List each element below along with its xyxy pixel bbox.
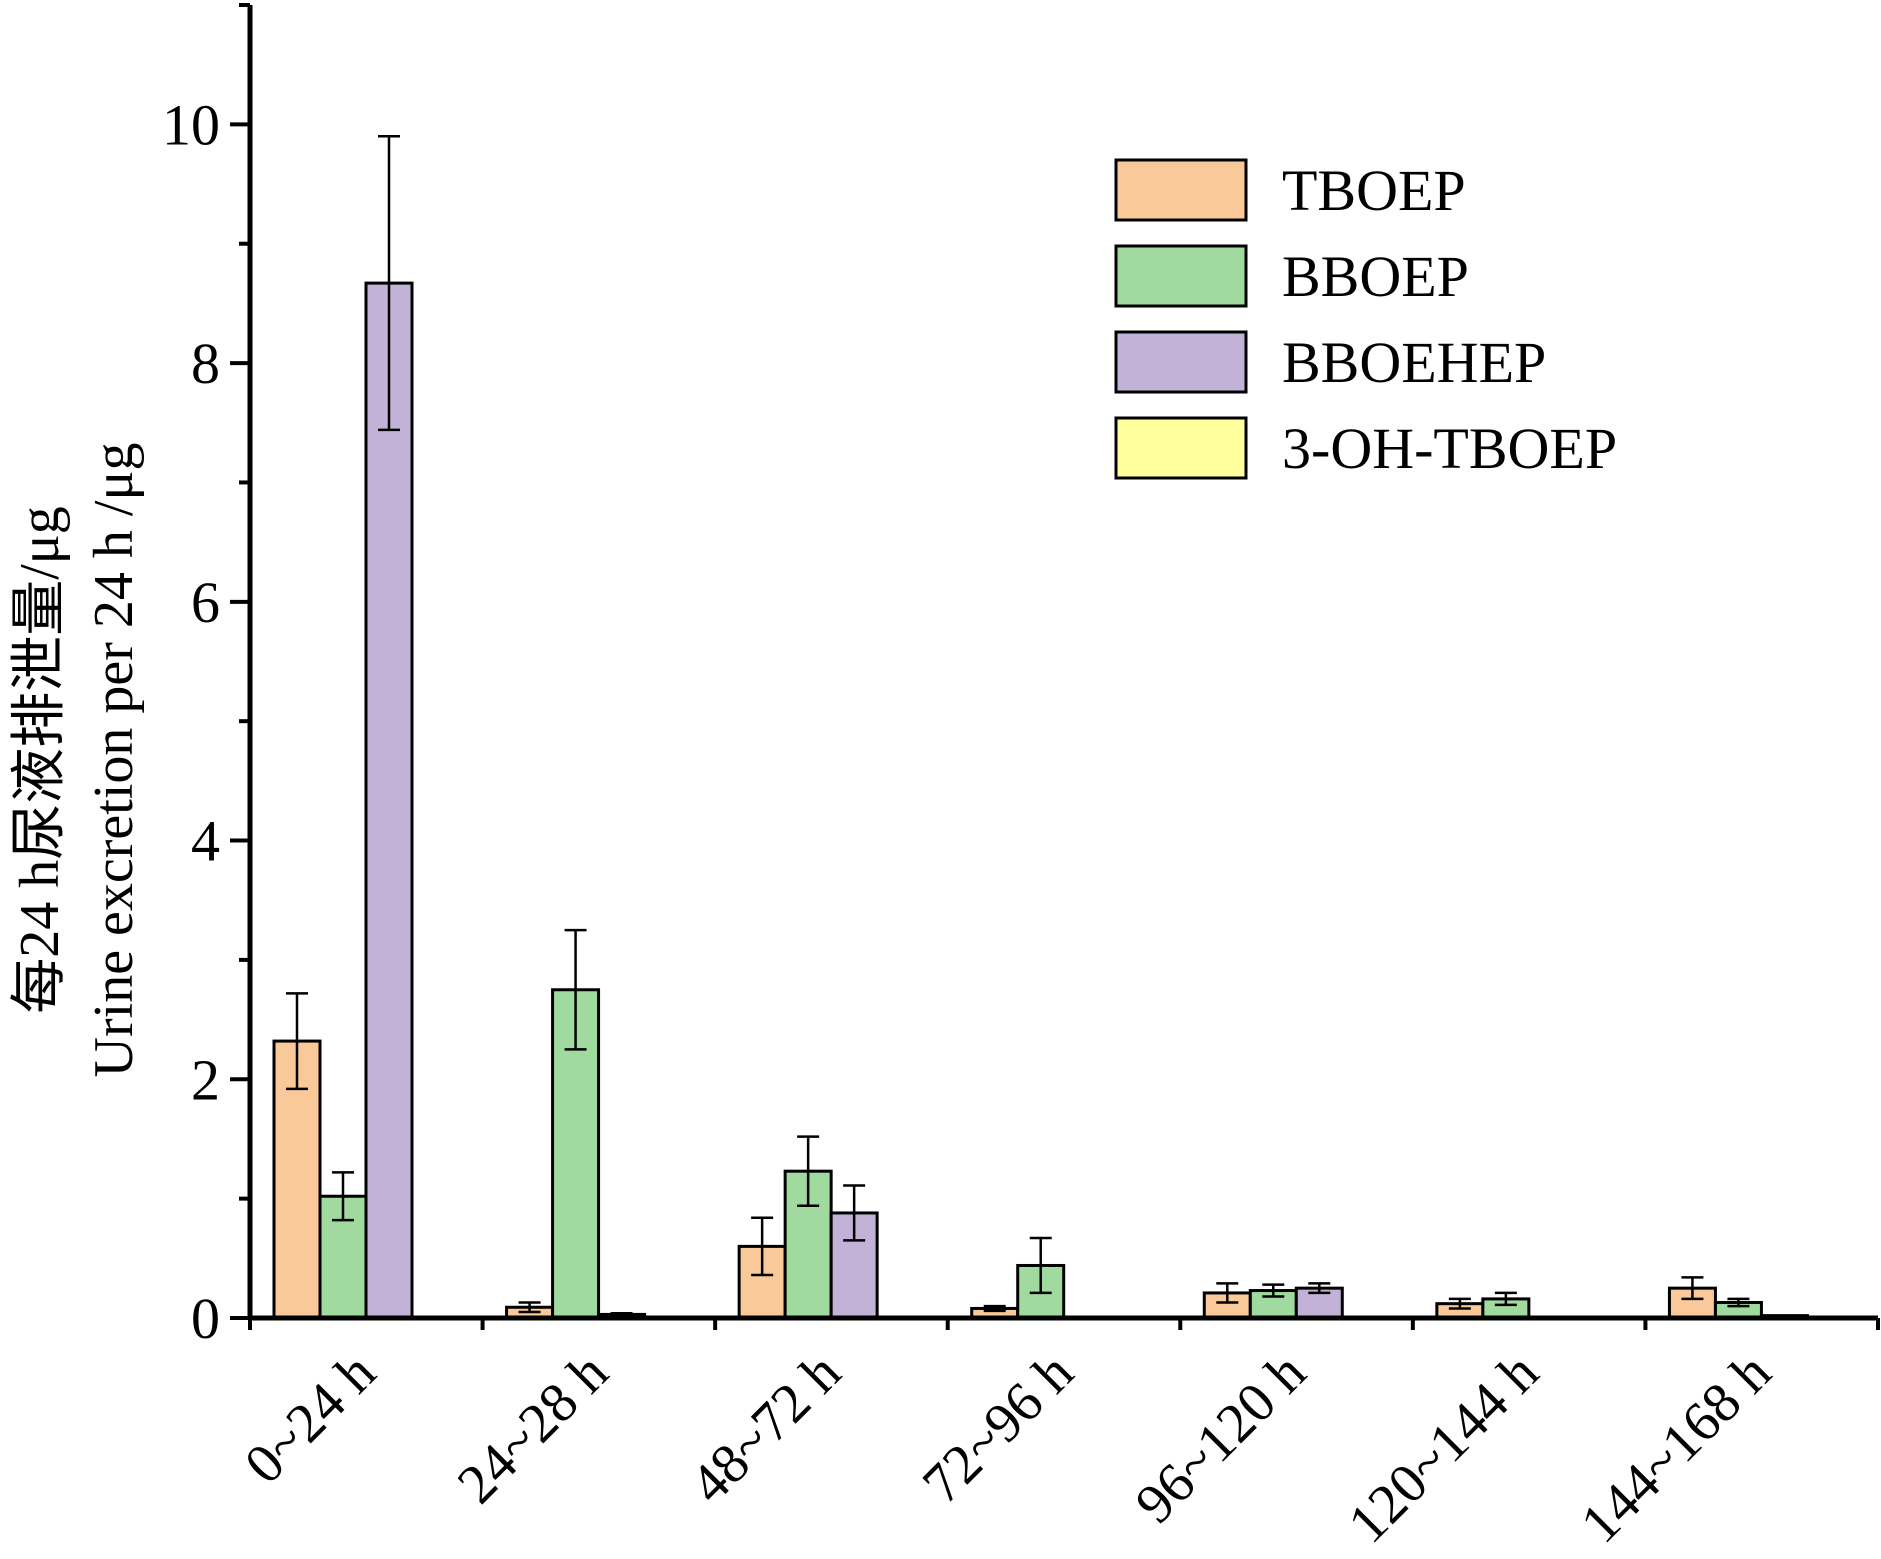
error-bar-bboep-24-28-h <box>564 928 587 1051</box>
error-bar-bboehep-48-72-h <box>843 1184 866 1242</box>
legend-swatch <box>1114 158 1248 222</box>
y-tick-label: 6 <box>191 570 220 635</box>
error-bar-bboep-0-24-h <box>332 1171 354 1222</box>
error-bar-bboep-96-120-h <box>1262 1283 1285 1298</box>
legend-item-3-oh-tboep: 3-OH-TBOEP <box>1114 416 1617 481</box>
x-ticks: 0~24 h 24~28 h 48~72 h 72~96 h 96~120 h 120~1… <box>233 1318 1880 1555</box>
x-category-label: 24~28 h <box>446 1341 620 1515</box>
legend-item-tboep: TBOEP <box>1114 158 1466 223</box>
error-bar-tboep-96-120-h <box>1216 1282 1239 1304</box>
error-bars-layer <box>286 135 1750 1317</box>
y-tick-label: 2 <box>191 1047 220 1112</box>
error-bar-tboep-0-24-h <box>286 992 308 1091</box>
legend-item-bboehep: BBOEHEP <box>1114 330 1546 395</box>
error-bar-tboep-144-168-h <box>1681 1276 1704 1301</box>
x-category-label: 72~96 h <box>911 1341 1085 1515</box>
legend-swatch <box>1114 244 1248 308</box>
y-ticks: 0 2 4 6 8 10 <box>162 3 250 1351</box>
error-bar-tboep-120-144-h <box>1448 1297 1471 1310</box>
x-category-label: 48~72 h <box>678 1341 852 1515</box>
y-axis-title: 每24 h尿液排泄量/μg Urine excretion per 24 h /… <box>9 443 145 1078</box>
y-tick-label: 0 <box>191 1286 220 1351</box>
x-category-label: 96~120 h <box>1124 1341 1318 1535</box>
legend-label: BBOEHEP <box>1282 330 1546 395</box>
error-bar-bboehep-24-28-h <box>610 1311 633 1317</box>
error-bar-bboehep-0-24-h <box>378 135 400 432</box>
legend-swatch <box>1114 330 1248 394</box>
legend: TBOEP BBOEP BBOEHEP 3-OH-TBOEP <box>1114 158 1617 481</box>
legend-label: 3-OH-TBOEP <box>1282 416 1617 481</box>
error-bar-tboep-72-96-h <box>983 1304 1006 1313</box>
x-category-label: 120~144 h <box>1337 1341 1551 1555</box>
x-category-label: 0~24 h <box>233 1341 387 1495</box>
legend-label: TBOEP <box>1282 158 1466 223</box>
y-axis-title-en: Urine excretion per 24 h /μg <box>83 443 145 1078</box>
error-bar-bboep-144-168-h <box>1727 1297 1750 1308</box>
bar-bboehep-0-24-h <box>364 281 414 1320</box>
error-bar-bboep-72-96-h <box>1029 1236 1052 1295</box>
y-axis-title-cn: 每24 h尿液排泄量/μg <box>9 506 71 1014</box>
error-bar-bboep-120-144-h <box>1494 1291 1517 1307</box>
error-bar-tboep-24-28-h <box>518 1301 541 1314</box>
y-tick-label: 4 <box>191 809 220 874</box>
legend-swatch <box>1114 416 1248 480</box>
axes <box>247 5 1878 1321</box>
legend-label: BBOEP <box>1282 244 1469 309</box>
x-category-label: 144~168 h <box>1569 1341 1783 1555</box>
legend-item-bboep: BBOEP <box>1114 244 1469 309</box>
error-bar-bboehep-96-120-h <box>1308 1282 1331 1295</box>
error-bar-tboep-48-72-h <box>751 1216 774 1277</box>
y-tick-label: 10 <box>162 92 220 157</box>
bars-layer <box>272 281 1809 1320</box>
y-tick-label: 8 <box>191 331 220 396</box>
error-bar-bboep-48-72-h <box>797 1135 820 1208</box>
